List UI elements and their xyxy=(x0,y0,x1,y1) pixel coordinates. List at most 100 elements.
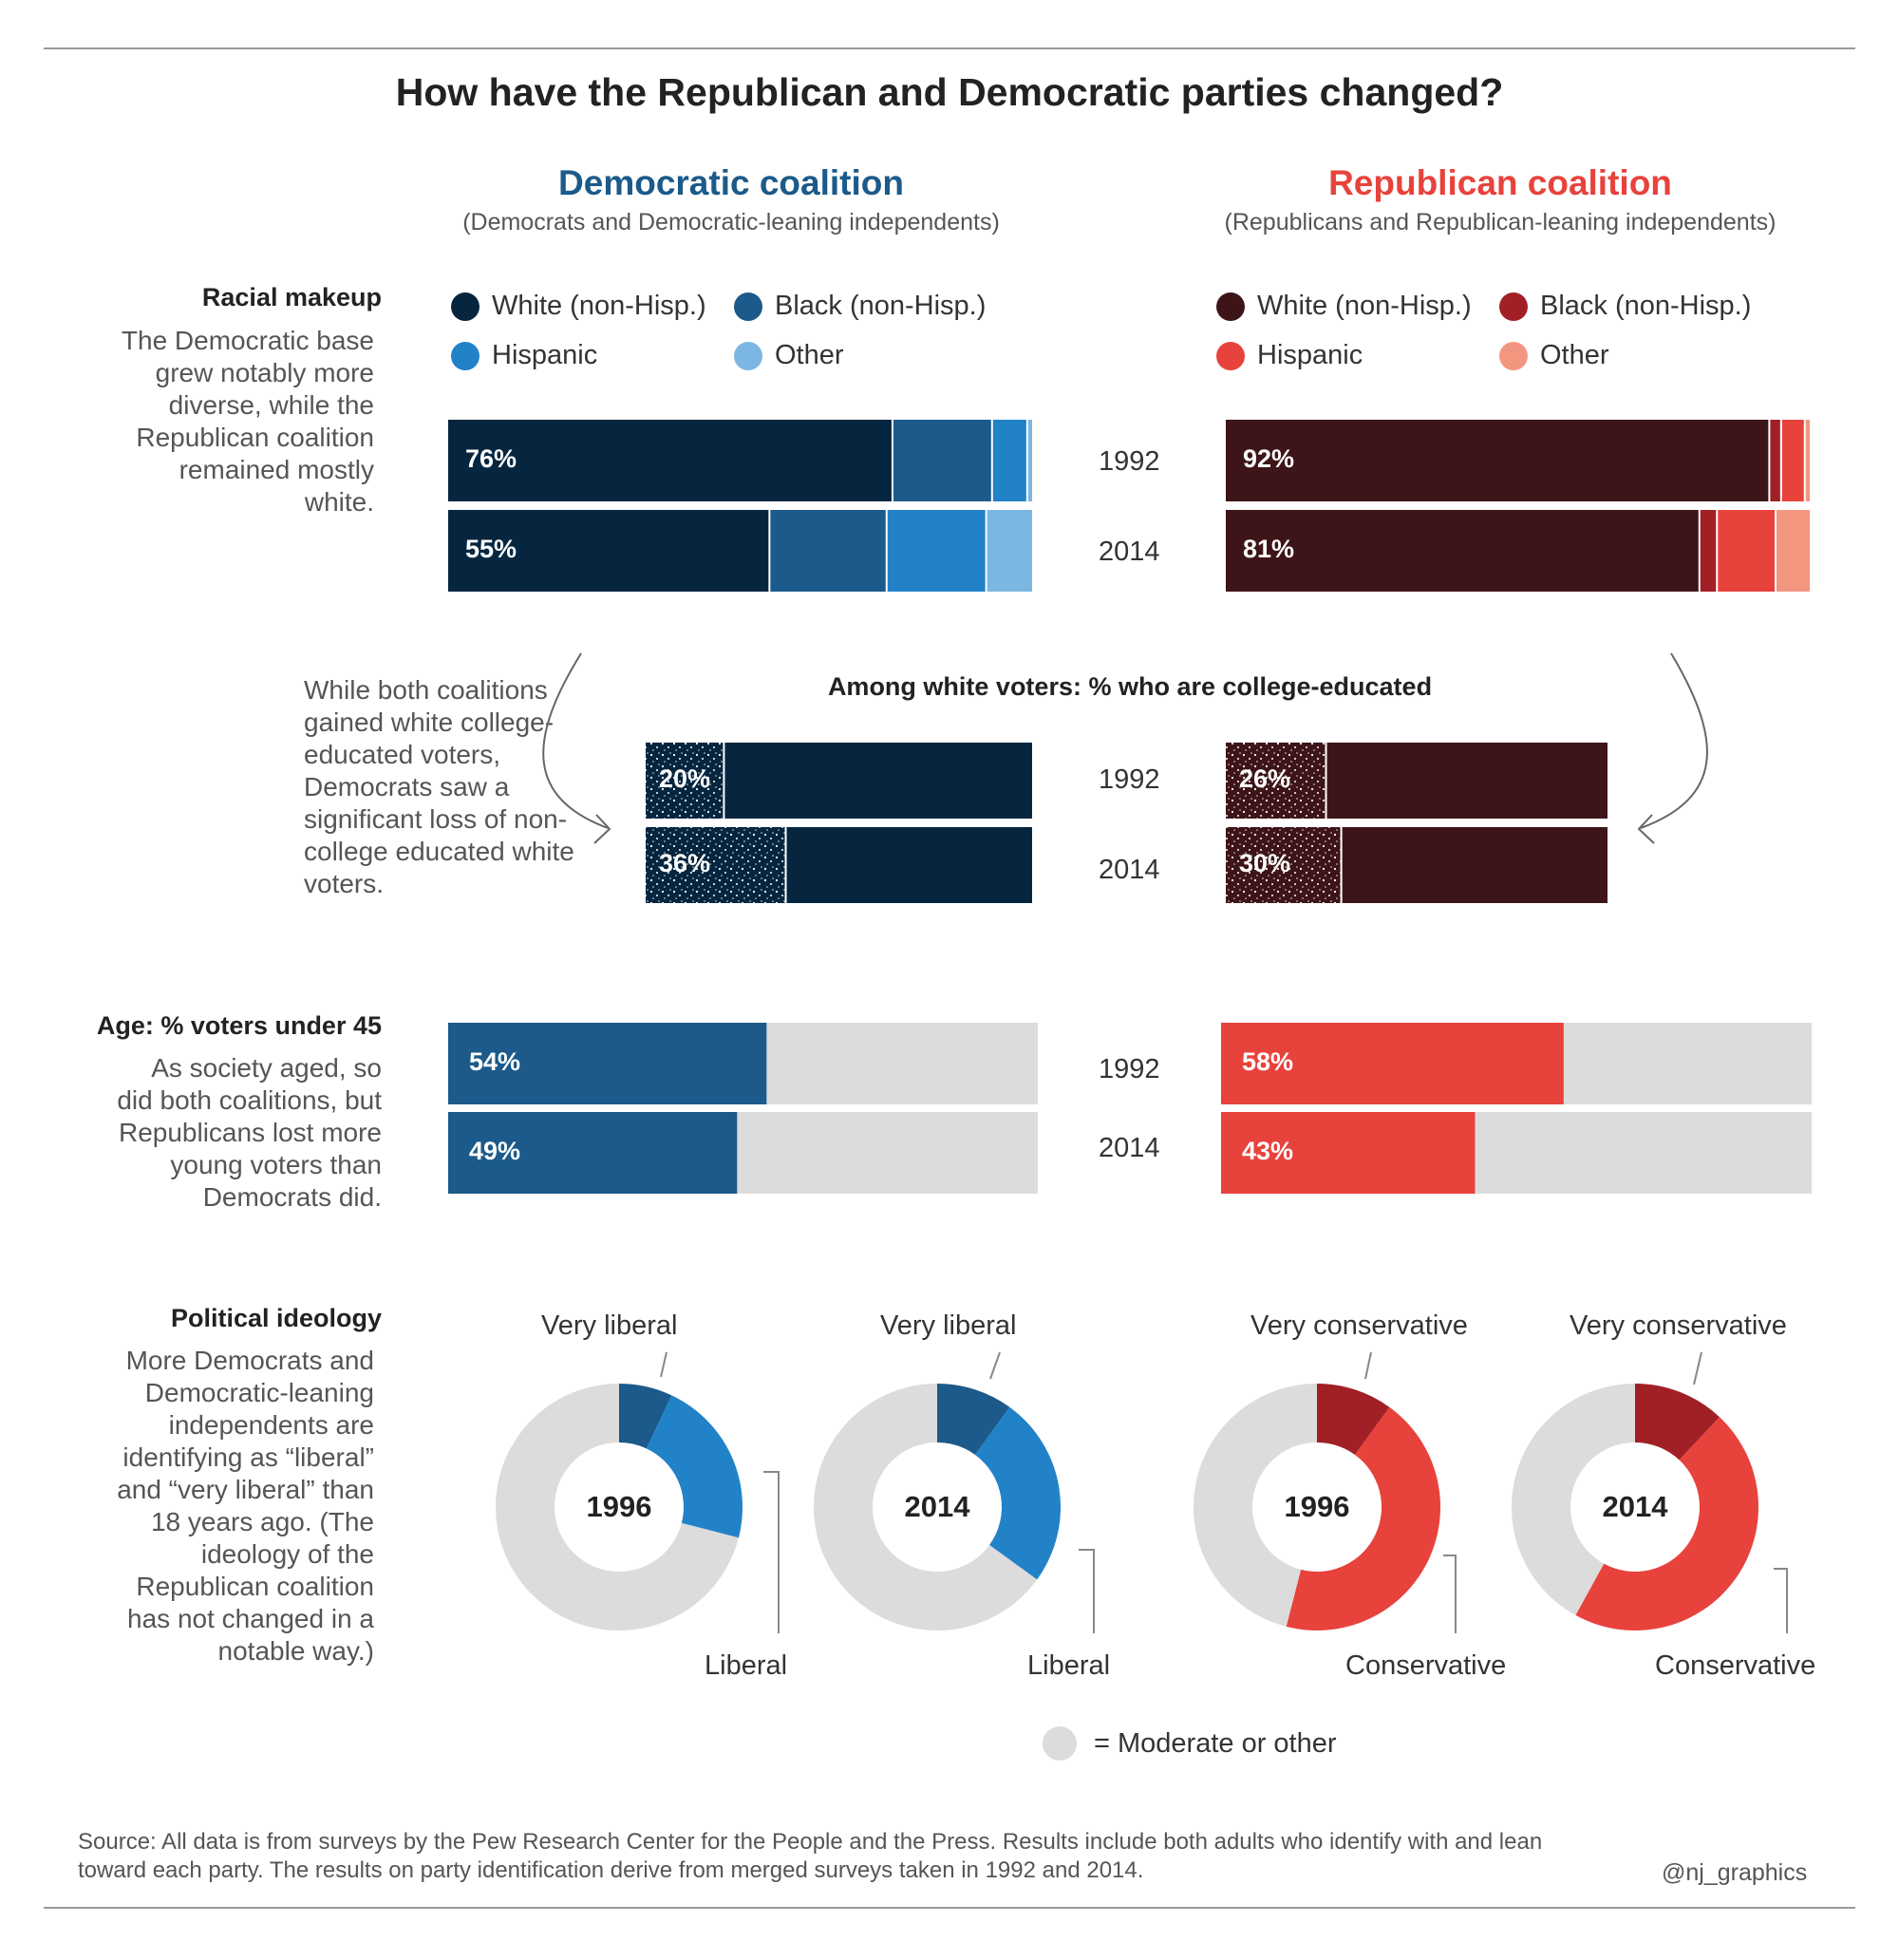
arrow-right-head xyxy=(1637,814,1655,844)
bar-segment xyxy=(987,510,1032,592)
donut-label-very-liberal: Very liberal xyxy=(880,1310,1017,1341)
year-label: 1992 xyxy=(1099,1054,1160,1084)
legend-swatch xyxy=(1499,292,1528,321)
edu-title: Among white voters: % who are college-ed… xyxy=(827,672,1433,701)
bar-value-label: 81% xyxy=(1243,535,1294,563)
bar-segment xyxy=(992,420,1026,501)
arrow-left-head xyxy=(593,814,611,844)
dem-coalition-subtitle: (Democrats and Democratic-leaning indepe… xyxy=(462,209,1000,236)
year-label: 1992 xyxy=(1099,446,1160,477)
donut-center-label: 1996 xyxy=(1285,1490,1350,1523)
leader-line xyxy=(989,1351,1001,1380)
year-label: 2014 xyxy=(1099,1133,1160,1163)
bar-segment xyxy=(448,420,892,501)
bar-segment xyxy=(1226,743,1326,819)
bar-value-label: 26% xyxy=(1239,764,1290,793)
legend-swatch xyxy=(451,292,479,321)
bar-segment xyxy=(1718,510,1775,592)
donut-label-conservative: Conservative xyxy=(1655,1650,1816,1681)
moderate-legend-label: = Moderate or other xyxy=(1094,1727,1337,1759)
donut-slice xyxy=(1635,1384,1720,1461)
leader-line xyxy=(1693,1351,1702,1385)
legend-swatch xyxy=(451,341,479,370)
legend-swatch xyxy=(734,292,762,321)
donut-center-label: 2014 xyxy=(1603,1490,1669,1523)
donut-slice xyxy=(646,1395,743,1538)
bar-value-label: 36% xyxy=(659,849,710,877)
bar-segment xyxy=(1226,827,1341,903)
year-label: 1992 xyxy=(1099,764,1160,795)
dem-coalition-title: Democratic coalition xyxy=(558,163,904,202)
legend-dem-black: Black (non-Hisp.) xyxy=(734,291,986,322)
legend-label: Other xyxy=(775,340,844,370)
legend-dem-white: White (non-Hisp.) xyxy=(451,291,706,322)
bar-divider xyxy=(1325,743,1327,819)
bar-segment xyxy=(1226,420,1769,501)
ideology-heading: Political ideology xyxy=(170,1304,382,1332)
donut-slice xyxy=(1286,1406,1441,1631)
legend-dem-other: Other xyxy=(734,340,844,371)
race-heading: Racial makeup xyxy=(201,283,382,311)
donut-center-label: 2014 xyxy=(905,1490,971,1523)
bar-segment xyxy=(770,510,886,592)
bar-segment xyxy=(1221,1112,1476,1194)
year-label: 2014 xyxy=(1099,537,1160,567)
credit-handle: @nj_graphics xyxy=(1662,1859,1808,1886)
donut-slice xyxy=(1512,1384,1635,1615)
bar-value-label: 58% xyxy=(1242,1047,1293,1076)
top-rule xyxy=(44,47,1855,49)
bar-segment xyxy=(646,743,724,819)
bar-segment xyxy=(1221,1023,1564,1104)
bar-segment xyxy=(887,510,986,592)
leader-line xyxy=(660,1351,667,1378)
legend-label: Black (non-Hisp.) xyxy=(1540,291,1752,321)
donut-center-label: 1996 xyxy=(587,1490,652,1523)
bar-value-label: 76% xyxy=(465,444,517,473)
legend-rep-hispanic: Hispanic xyxy=(1216,340,1363,371)
bar-value-label: 55% xyxy=(465,535,517,563)
legend-swatch xyxy=(1499,341,1528,370)
leader-line xyxy=(1364,1351,1372,1380)
donut-slice xyxy=(1317,1384,1390,1455)
age-heading: Age: % voters under 45 xyxy=(96,1011,382,1040)
bar-segment xyxy=(646,827,785,903)
bar-value-label: 20% xyxy=(659,764,710,793)
bar-segment xyxy=(893,420,991,501)
bar-segment xyxy=(1776,510,1810,592)
rep-coalition-subtitle: (Republicans and Republican-leaning inde… xyxy=(1224,209,1777,236)
legend-dem-hispanic: Hispanic xyxy=(451,340,597,371)
legend-rep-white: White (non-Hisp.) xyxy=(1216,291,1472,322)
bar-value-label: 92% xyxy=(1243,444,1294,473)
leader-line xyxy=(1443,1555,1457,1633)
legend-rep-other: Other xyxy=(1499,340,1609,371)
donut-slice xyxy=(496,1384,739,1630)
bar-divider xyxy=(1340,827,1343,903)
legend-label: Hispanic xyxy=(1257,340,1363,370)
year-label: 2014 xyxy=(1099,855,1160,885)
rep-coalition-title: Republican coalition xyxy=(1328,163,1672,202)
bar-segment xyxy=(448,1112,738,1194)
donut-slice xyxy=(1575,1417,1758,1630)
race-description: The Democratic base grew notably more di… xyxy=(121,326,374,517)
leader-line xyxy=(763,1471,780,1633)
bar-segment xyxy=(1781,420,1804,501)
donut-label-conservative: Conservative xyxy=(1345,1650,1507,1681)
moderate-swatch xyxy=(1043,1726,1077,1761)
bar-value-label: 49% xyxy=(469,1137,520,1165)
ideology-description: More Democrats and Democratic-leaning in… xyxy=(117,1346,374,1666)
legend-swatch xyxy=(1216,292,1245,321)
bar-value-label: 43% xyxy=(1242,1137,1293,1165)
donut-slice xyxy=(814,1384,1038,1630)
edu-note: While both coalitions gained white colle… xyxy=(304,675,574,898)
donut-slice xyxy=(619,1384,672,1449)
bar-segment xyxy=(1226,510,1699,592)
donut-slice xyxy=(974,1406,1062,1580)
bar-value-label: 54% xyxy=(469,1047,520,1076)
moderate-legend: = Moderate or other xyxy=(1043,1726,1337,1761)
leader-line xyxy=(1774,1568,1788,1633)
arrow-right xyxy=(1640,652,1708,829)
donut-label-very-conservative: Very conservative xyxy=(1570,1310,1787,1341)
legend-label: Black (non-Hisp.) xyxy=(775,291,987,321)
donut-slice xyxy=(937,1384,1010,1455)
